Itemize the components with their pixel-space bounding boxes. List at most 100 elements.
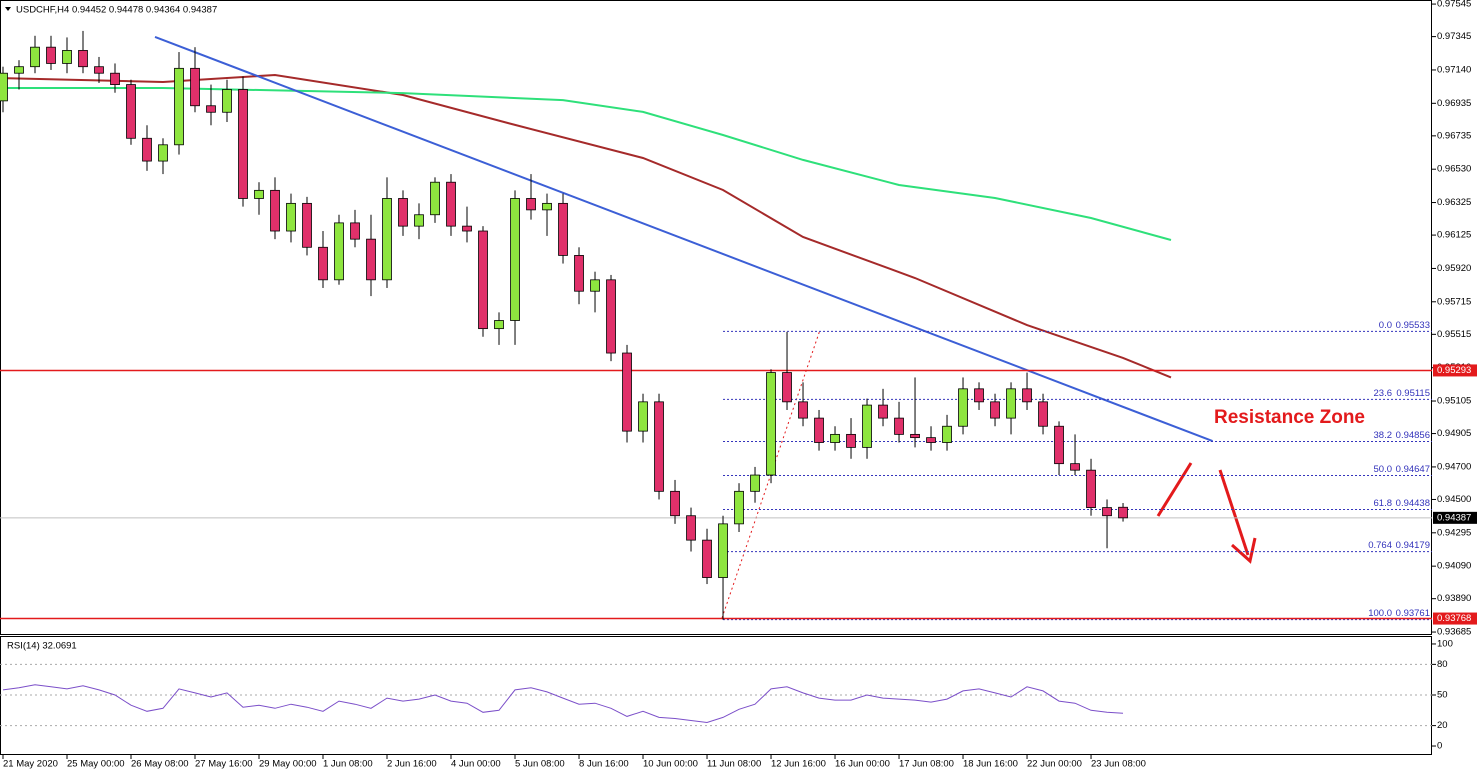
candle-body bbox=[30, 46, 40, 68]
candle-body bbox=[926, 437, 936, 443]
y-tick-label: 0.96125 bbox=[1437, 230, 1471, 241]
fib-level: 0.0 bbox=[1379, 320, 1392, 331]
x-tick-label: 8 Jun 16:00 bbox=[579, 759, 629, 770]
y-tick-label: 0.94700 bbox=[1437, 461, 1471, 472]
price-tag-label: 0.94387 bbox=[1437, 512, 1471, 523]
x-tick-label: 4 Jun 00:00 bbox=[451, 759, 501, 770]
candle-body bbox=[318, 246, 328, 281]
fib-price: 0.94179 bbox=[1396, 540, 1430, 551]
candle-body bbox=[414, 214, 424, 227]
candle-body bbox=[558, 202, 568, 256]
x-tick-label: 23 Jun 08:00 bbox=[1091, 759, 1146, 770]
fib-level: 61.8 bbox=[1374, 498, 1393, 509]
candle-body bbox=[750, 474, 760, 492]
y-tick-label: 0.94295 bbox=[1437, 527, 1471, 538]
x-tick-label: 16 Jun 00:00 bbox=[835, 759, 890, 770]
candle-body bbox=[990, 401, 1000, 419]
candle-body bbox=[190, 67, 200, 107]
candle-body bbox=[638, 401, 648, 432]
y-tick-label: 0.96935 bbox=[1437, 98, 1471, 109]
candle-body bbox=[14, 66, 24, 74]
rsi-panel bbox=[0, 636, 1432, 755]
candle-body bbox=[894, 417, 904, 435]
price-tag bbox=[1433, 612, 1477, 625]
y-tick-label: 0.93685 bbox=[1437, 627, 1471, 638]
x-tick-label: 12 Jun 16:00 bbox=[771, 759, 826, 770]
candle-body bbox=[270, 189, 280, 232]
fib-price: 0.94647 bbox=[1396, 464, 1430, 475]
x-tick-label: 26 May 08:00 bbox=[131, 759, 189, 770]
candle-body bbox=[478, 230, 488, 330]
candle-body bbox=[94, 66, 104, 74]
y-tick-label: 0.96530 bbox=[1437, 164, 1471, 175]
candle-body bbox=[942, 425, 952, 443]
arrow-up bbox=[1156, 462, 1193, 517]
fib-price: 0.93761 bbox=[1396, 608, 1430, 619]
y-tick-label: 0.94905 bbox=[1437, 428, 1471, 439]
candle-body bbox=[174, 67, 184, 146]
fib-anchor-line bbox=[721, 329, 821, 619]
fib-price: 0.94438 bbox=[1396, 498, 1430, 509]
candle-body bbox=[366, 238, 376, 281]
y-tick-label: 0.95715 bbox=[1437, 296, 1471, 307]
candle-body bbox=[334, 222, 344, 281]
y-tick-label: 80 bbox=[1437, 659, 1448, 670]
y-tick-label: 0.94500 bbox=[1437, 494, 1471, 505]
y-tick-label: 0.95515 bbox=[1437, 329, 1471, 340]
menu-triangle[interactable] bbox=[5, 7, 11, 11]
chart-title: USDCHF,H4 0.94452 0.94478 0.94364 0.9438… bbox=[16, 5, 217, 16]
candle-body bbox=[862, 404, 872, 448]
y-tick-label: 0.94090 bbox=[1437, 561, 1471, 572]
candle-body bbox=[526, 198, 536, 211]
x-tick-label: 17 Jun 08:00 bbox=[899, 759, 954, 770]
candle-body bbox=[78, 50, 88, 68]
candle-body bbox=[1006, 388, 1016, 419]
candle-body bbox=[1102, 507, 1112, 517]
rsi-line bbox=[2, 684, 1124, 724]
x-tick-label: 18 Jun 16:00 bbox=[963, 759, 1018, 770]
candle-body bbox=[1022, 388, 1032, 403]
candle-body bbox=[782, 372, 792, 403]
candle-body bbox=[494, 320, 504, 330]
candle-body bbox=[766, 372, 776, 476]
annotation: Resistance Zone bbox=[1214, 407, 1365, 428]
candle-body bbox=[542, 202, 552, 211]
price-tag-label: 0.95293 bbox=[1437, 365, 1471, 376]
arrow-down bbox=[1218, 469, 1257, 564]
y-tick-label: 0.97545 bbox=[1437, 0, 1471, 10]
y-tick-label: 20 bbox=[1437, 720, 1448, 731]
candle-body bbox=[110, 72, 120, 85]
candle-body bbox=[430, 181, 440, 216]
x-tick-label: 1 Jun 08:00 bbox=[323, 759, 373, 770]
x-tick-label: 10 Jun 00:00 bbox=[643, 759, 698, 770]
y-tick-label: 0.96325 bbox=[1437, 197, 1471, 208]
candle-body bbox=[1054, 425, 1064, 465]
candle-body bbox=[622, 352, 632, 432]
y-tick-label: 100 bbox=[1437, 638, 1453, 649]
candle-body bbox=[590, 279, 600, 292]
candle-body bbox=[830, 433, 840, 443]
candle-body bbox=[126, 84, 136, 139]
y-tick-label: 0.95920 bbox=[1437, 263, 1471, 274]
candle-body bbox=[46, 46, 56, 64]
x-tick-label: 2 Jun 16:00 bbox=[387, 759, 437, 770]
candle-body bbox=[734, 490, 744, 525]
candle-body bbox=[654, 401, 664, 492]
price-tag bbox=[1433, 511, 1477, 524]
candle-body bbox=[1038, 401, 1048, 427]
candle-body bbox=[1070, 463, 1080, 471]
y-tick-label: 0.96735 bbox=[1437, 130, 1471, 141]
candle-body bbox=[958, 388, 968, 427]
candle-body bbox=[974, 388, 984, 403]
candle-body bbox=[286, 202, 296, 232]
candle-body bbox=[382, 198, 392, 281]
x-tick-label: 27 May 16:00 bbox=[195, 759, 253, 770]
candle-body bbox=[462, 225, 472, 232]
candle-body bbox=[510, 198, 520, 321]
fib-level: 23.6 bbox=[1374, 388, 1393, 399]
candle-body bbox=[446, 181, 456, 227]
fib-price: 0.95533 bbox=[1396, 320, 1430, 331]
candle-body bbox=[222, 89, 232, 113]
